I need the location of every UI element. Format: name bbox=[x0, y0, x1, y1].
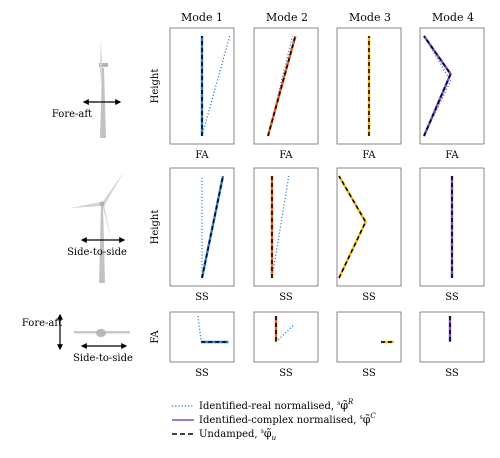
undamped-line bbox=[423, 35, 452, 137]
legend-label-text: Undamped, bbox=[199, 429, 261, 440]
hub-shape bbox=[99, 201, 105, 207]
panel-frame bbox=[169, 311, 235, 363]
legend-label: Undamped, sφ̃u bbox=[199, 427, 277, 442]
x-axis-label: FA bbox=[195, 150, 209, 161]
blade-shape bbox=[102, 204, 112, 242]
legend-superscript: C bbox=[370, 412, 376, 420]
legend-superscript: R bbox=[347, 398, 354, 406]
motion-label-side-to-side: Side-to-side bbox=[73, 353, 133, 364]
legend-symbol: φ̃ bbox=[363, 413, 371, 426]
nacelle-shape bbox=[99, 63, 108, 67]
x-axis-label: SS bbox=[279, 292, 293, 303]
y-axis-label: FA bbox=[150, 330, 161, 344]
x-axis-label: SS bbox=[195, 292, 209, 303]
legend-label-text: Identified-real normalised, bbox=[199, 401, 337, 412]
identified-complex-line bbox=[337, 175, 367, 279]
turbine-side-view-illustration: Fore-aft bbox=[52, 38, 122, 138]
legend-symbol: φ̃ bbox=[340, 399, 348, 412]
tower-shape bbox=[99, 205, 105, 283]
blade-shape bbox=[70, 202, 101, 208]
x-axis-label: SS bbox=[362, 368, 376, 379]
panel-row3-mode1: SS bbox=[169, 311, 235, 379]
mode-title-2: Mode 2 bbox=[266, 11, 308, 24]
legend-label-text: Identified-complex normalised, bbox=[199, 415, 360, 426]
blade-shape bbox=[100, 66, 102, 86]
y-axis-label: Height bbox=[150, 69, 161, 104]
motion-label-fore-aft: Fore-aft bbox=[22, 318, 62, 329]
panel-frame bbox=[253, 167, 319, 287]
x-axis-label: SS bbox=[362, 292, 376, 303]
legend-entry: Identified-complex normalised, sφ̃C bbox=[172, 412, 376, 426]
nacelle-shape bbox=[96, 329, 106, 337]
identified-real-line bbox=[275, 324, 295, 343]
x-axis-label: SS bbox=[195, 368, 209, 379]
panel-row1-mode2: FA bbox=[253, 27, 319, 161]
turbine-top-view-illustration: Fore-aft Side-to-side bbox=[22, 313, 133, 364]
legend-label: Identified-real normalised, sφ̃R bbox=[199, 398, 354, 412]
legend-prefix: s bbox=[360, 414, 363, 421]
panel-frame bbox=[419, 311, 485, 363]
turbine-front-view-illustration: Side-to-side bbox=[67, 172, 127, 283]
legend-entry: Identified-real normalised, sφ̃R bbox=[172, 398, 354, 412]
panel-frame bbox=[253, 27, 319, 145]
legend-symbol: φ̃ bbox=[264, 427, 272, 440]
undamped-line bbox=[201, 175, 224, 279]
identified-real-line bbox=[271, 175, 290, 279]
x-axis-label: SS bbox=[445, 368, 459, 379]
panel-row3-mode2: SS bbox=[253, 311, 319, 379]
mode-title-1: Mode 1 bbox=[181, 11, 223, 24]
x-axis-label: FA bbox=[445, 150, 459, 161]
panel-row1-mode1: FA bbox=[169, 27, 235, 161]
identified-real-line bbox=[197, 315, 202, 343]
panel-row2-mode4: SS bbox=[419, 167, 485, 303]
panel-frame bbox=[253, 311, 319, 363]
x-axis-label: FA bbox=[279, 150, 293, 161]
y-axis-label: Height bbox=[150, 210, 161, 245]
panel-row2-mode2: SS bbox=[253, 167, 319, 303]
legend: Identified-real normalised, sφ̃RIdentifi… bbox=[172, 398, 376, 442]
legend-entry: Undamped, sφ̃u bbox=[172, 427, 277, 442]
mode-title-3: Mode 3 bbox=[349, 11, 391, 24]
motion-label: Side-to-side bbox=[67, 247, 127, 258]
undamped-line bbox=[267, 35, 297, 137]
panel-row3-mode4: SS bbox=[419, 311, 485, 379]
mode-shape-panels: Height FA FA FA FA Height SS SS SS SS FA SS SS SS SS bbox=[150, 27, 485, 379]
legend-prefix: s bbox=[337, 400, 340, 407]
panel-row1-mode3: FA bbox=[336, 27, 402, 161]
motion-label: Fore-aft bbox=[52, 109, 92, 120]
x-axis-label: SS bbox=[445, 292, 459, 303]
panel-frame bbox=[336, 311, 402, 363]
panel-row2-mode3: SS bbox=[336, 167, 402, 303]
panel-row3-mode3: SS bbox=[336, 311, 402, 379]
x-axis-label: SS bbox=[279, 368, 293, 379]
identified-real-line bbox=[201, 35, 231, 137]
legend-label: Identified-complex normalised, sφ̃C bbox=[199, 412, 376, 426]
blade-shape bbox=[100, 38, 102, 67]
panel-frame bbox=[336, 167, 402, 287]
panel-row2-mode1: SS bbox=[169, 167, 235, 303]
x-axis-label: FA bbox=[362, 150, 376, 161]
mode-titles: Mode 1 Mode 2 Mode 3 Mode 4 bbox=[181, 11, 474, 24]
legend-prefix: s bbox=[261, 428, 264, 435]
legend-subscript: u bbox=[272, 434, 277, 442]
mode-title-4: Mode 4 bbox=[432, 11, 474, 24]
panel-row1-mode4: FA bbox=[419, 27, 485, 161]
blade-shape bbox=[101, 172, 124, 206]
